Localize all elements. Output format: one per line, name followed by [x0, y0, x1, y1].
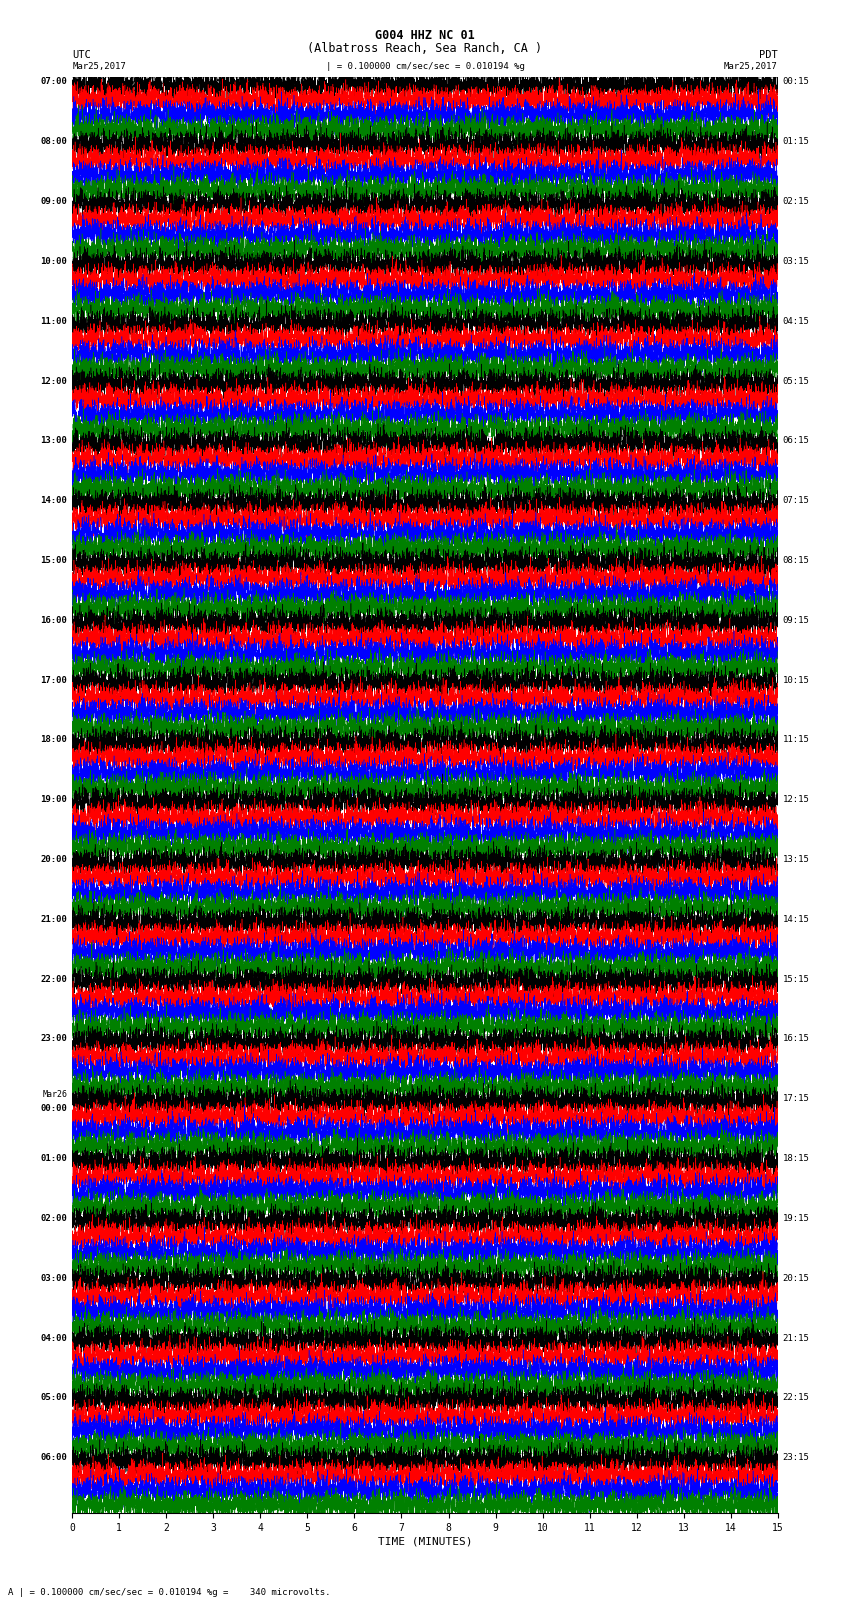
Text: 13:00: 13:00 — [41, 436, 67, 445]
Text: 22:15: 22:15 — [783, 1394, 809, 1402]
Text: 16:00: 16:00 — [41, 616, 67, 624]
Text: 11:00: 11:00 — [41, 316, 67, 326]
Text: 10:15: 10:15 — [783, 676, 809, 684]
Text: 00:15: 00:15 — [783, 77, 809, 87]
Text: 04:00: 04:00 — [41, 1334, 67, 1342]
Text: Mar25,2017: Mar25,2017 — [724, 61, 778, 71]
Text: 20:00: 20:00 — [41, 855, 67, 865]
Text: Mar26: Mar26 — [42, 1090, 67, 1098]
Text: 02:15: 02:15 — [783, 197, 809, 206]
Text: 14:15: 14:15 — [783, 915, 809, 924]
Text: UTC: UTC — [72, 50, 91, 60]
Text: 16:15: 16:15 — [783, 1034, 809, 1044]
Text: 18:15: 18:15 — [783, 1155, 809, 1163]
Text: 18:00: 18:00 — [41, 736, 67, 744]
Text: 23:15: 23:15 — [783, 1453, 809, 1461]
Text: A | = 0.100000 cm/sec/sec = 0.010194 %g =    340 microvolts.: A | = 0.100000 cm/sec/sec = 0.010194 %g … — [8, 1587, 331, 1597]
Text: 07:00: 07:00 — [41, 77, 67, 87]
Text: 19:00: 19:00 — [41, 795, 67, 805]
Text: 04:15: 04:15 — [783, 316, 809, 326]
Text: 20:15: 20:15 — [783, 1274, 809, 1282]
Text: 08:00: 08:00 — [41, 137, 67, 147]
Text: 08:15: 08:15 — [783, 556, 809, 565]
Text: 09:15: 09:15 — [783, 616, 809, 624]
Text: 12:00: 12:00 — [41, 376, 67, 386]
Text: 03:00: 03:00 — [41, 1274, 67, 1282]
Text: 09:00: 09:00 — [41, 197, 67, 206]
Text: 17:00: 17:00 — [41, 676, 67, 684]
Text: 13:15: 13:15 — [783, 855, 809, 865]
Text: 00:00: 00:00 — [41, 1105, 67, 1113]
Text: G004 HHZ NC 01: G004 HHZ NC 01 — [375, 29, 475, 42]
Text: 02:00: 02:00 — [41, 1215, 67, 1223]
Text: 19:15: 19:15 — [783, 1215, 809, 1223]
Text: 15:15: 15:15 — [783, 974, 809, 984]
Text: 23:00: 23:00 — [41, 1034, 67, 1044]
Text: 14:00: 14:00 — [41, 497, 67, 505]
Text: 10:00: 10:00 — [41, 256, 67, 266]
Text: 06:00: 06:00 — [41, 1453, 67, 1461]
Text: 07:15: 07:15 — [783, 497, 809, 505]
Text: 05:00: 05:00 — [41, 1394, 67, 1402]
Text: 01:00: 01:00 — [41, 1155, 67, 1163]
Text: 01:15: 01:15 — [783, 137, 809, 147]
Text: 05:15: 05:15 — [783, 376, 809, 386]
Text: 06:15: 06:15 — [783, 436, 809, 445]
Text: 11:15: 11:15 — [783, 736, 809, 744]
Text: 22:00: 22:00 — [41, 974, 67, 984]
Text: 21:15: 21:15 — [783, 1334, 809, 1342]
Text: | = 0.100000 cm/sec/sec = 0.010194 %g: | = 0.100000 cm/sec/sec = 0.010194 %g — [326, 61, 524, 71]
Text: 15:00: 15:00 — [41, 556, 67, 565]
Text: 12:15: 12:15 — [783, 795, 809, 805]
Text: (Albatross Reach, Sea Ranch, CA ): (Albatross Reach, Sea Ranch, CA ) — [308, 42, 542, 55]
Text: PDT: PDT — [759, 50, 778, 60]
Text: 17:15: 17:15 — [783, 1094, 809, 1103]
Text: 03:15: 03:15 — [783, 256, 809, 266]
Text: 21:00: 21:00 — [41, 915, 67, 924]
X-axis label: TIME (MINUTES): TIME (MINUTES) — [377, 1537, 473, 1547]
Text: Mar25,2017: Mar25,2017 — [72, 61, 126, 71]
